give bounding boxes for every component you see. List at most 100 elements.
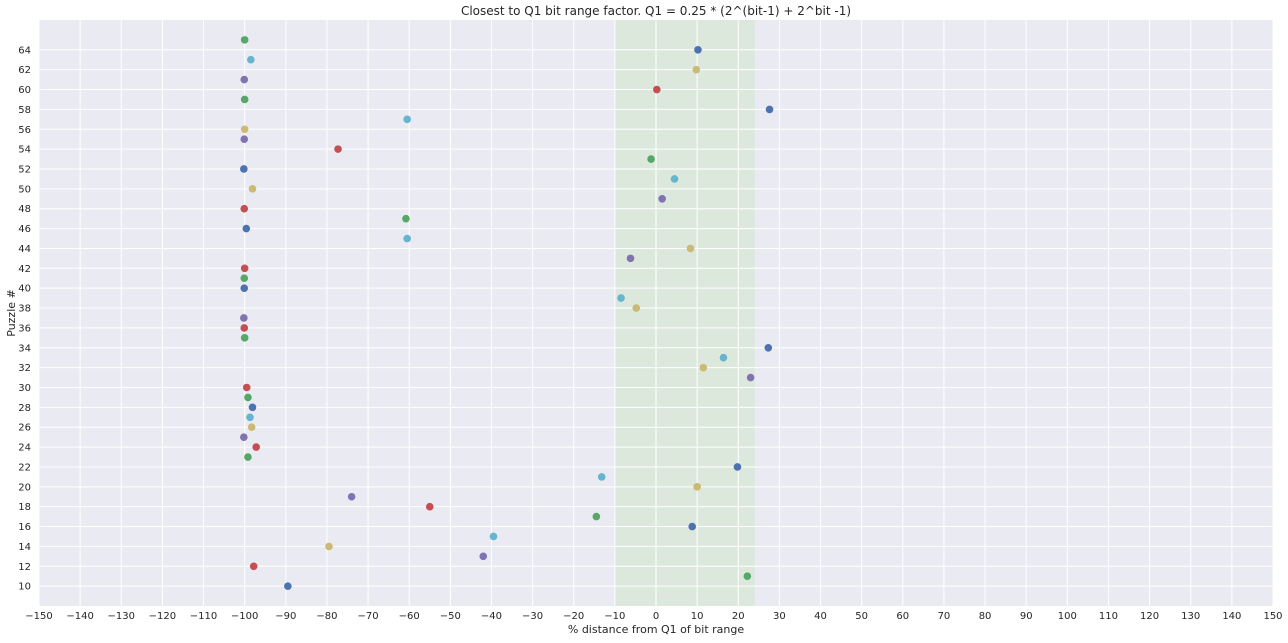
x-tick-label: −60: [399, 611, 420, 622]
x-tick-label: 140: [1222, 611, 1241, 622]
x-tick-label: 120: [1140, 611, 1159, 622]
x-tick-label: 10: [691, 611, 704, 622]
data-point: [247, 55, 255, 64]
data-point: [686, 244, 695, 253]
x-tick-label: 90: [1020, 611, 1033, 622]
y-tick-label: 34: [18, 343, 31, 354]
x-tick-label: 100: [1058, 611, 1077, 622]
x-tick-label: −130: [108, 611, 135, 622]
y-tick-label: 18: [18, 502, 31, 513]
data-point: [617, 294, 625, 302]
data-point: [694, 45, 702, 54]
shaded-band: [614, 20, 755, 606]
data-point: [592, 512, 601, 521]
data-point: [347, 492, 356, 501]
y-tick-label: 24: [18, 443, 31, 454]
data-point: [240, 433, 248, 441]
y-tick-label: 60: [18, 85, 31, 96]
data-point: [719, 353, 728, 362]
y-tick-label: 38: [18, 304, 31, 315]
y-tick-label: 30: [18, 383, 31, 394]
x-tick-label: −30: [522, 611, 543, 622]
data-point: [765, 105, 774, 114]
data-point: [632, 304, 641, 312]
data-point: [743, 572, 752, 581]
data-point: [252, 443, 260, 451]
y-tick-label: 64: [18, 45, 31, 56]
data-point: [746, 373, 755, 382]
y-tick-label: 40: [18, 284, 31, 295]
data-point: [240, 264, 249, 273]
y-axis-label: Puzzle #: [5, 289, 18, 337]
data-point: [764, 343, 773, 352]
y-tick-label: 12: [18, 562, 31, 573]
data-point: [692, 65, 701, 74]
data-point: [403, 234, 411, 243]
data-point: [325, 542, 333, 551]
data-point: [653, 85, 661, 94]
x-tick-label: 40: [814, 611, 827, 622]
y-tick-label: 46: [18, 224, 31, 235]
data-point: [240, 334, 249, 342]
data-point: [402, 214, 410, 223]
x-tick-label: −20: [563, 611, 584, 622]
x-tick-label: 80: [979, 611, 992, 622]
x-tick-label: 150: [1263, 611, 1282, 622]
grid-lines: [38, 20, 1274, 606]
x-tick-labels: −150 −140 −130 −120 −110 −100 −90 −80 −70 −60 −50−…: [25, 611, 1282, 622]
data-point: [403, 115, 411, 124]
data-point: [284, 582, 292, 590]
data-point: [240, 314, 248, 322]
data-point: [658, 194, 666, 203]
data-point: [693, 483, 701, 491]
data-point: [699, 363, 708, 372]
data-point: [248, 403, 257, 412]
x-tick-label: 30: [773, 611, 786, 622]
y-tick-label: 16: [18, 522, 31, 533]
data-point: [240, 204, 249, 213]
y-tick-label: 50: [18, 184, 31, 195]
data-point: [425, 502, 434, 511]
y-tick-label: 36: [18, 323, 31, 334]
data-point: [733, 463, 742, 471]
y-tick-label: 52: [18, 164, 31, 175]
x-tick-label: −50: [440, 611, 461, 622]
y-tick-label: 58: [18, 105, 31, 116]
y-tick-label: 42: [18, 264, 31, 275]
x-tick-label: −90: [275, 611, 296, 622]
y-tick-label: 26: [18, 423, 31, 434]
data-point: [240, 274, 249, 283]
y-tick-label: 28: [18, 403, 31, 414]
data-point: [240, 324, 249, 332]
data-point: [479, 552, 488, 561]
y-tick-label: 56: [18, 125, 31, 136]
data-point: [240, 284, 249, 292]
data-point: [670, 175, 679, 183]
y-tick-label: 44: [18, 244, 31, 255]
y-tick-label: 10: [18, 582, 31, 593]
data-point: [246, 413, 254, 422]
x-tick-label: −120: [149, 611, 176, 622]
data-point: [647, 155, 655, 163]
data-point: [688, 522, 696, 531]
x-tick-label: 130: [1181, 611, 1200, 622]
data-point: [240, 75, 249, 84]
data-point: [244, 453, 252, 461]
x-tick-label: −150: [25, 611, 52, 622]
x-tick-label: 60: [896, 611, 909, 622]
x-tick-label: 20: [732, 611, 745, 622]
y-tick-label: 22: [18, 462, 31, 473]
y-tick-labels: 10 12 14 16 18 20 22 24 26 28 30 32 34 36 38 40 42 44 46 48…: [18, 45, 31, 592]
data-points: [240, 36, 774, 590]
y-tick-label: 14: [18, 542, 31, 553]
x-tick-label: −140: [66, 611, 93, 622]
x-tick-label: −40: [481, 611, 502, 622]
x-tick-label: −110: [190, 611, 217, 622]
data-point: [248, 185, 257, 193]
data-point: [334, 145, 342, 153]
y-tick-label: 32: [18, 363, 31, 374]
y-tick-label: 20: [18, 482, 31, 493]
x-tick-label: −100: [231, 611, 258, 622]
x-tick-label: 110: [1099, 611, 1118, 622]
